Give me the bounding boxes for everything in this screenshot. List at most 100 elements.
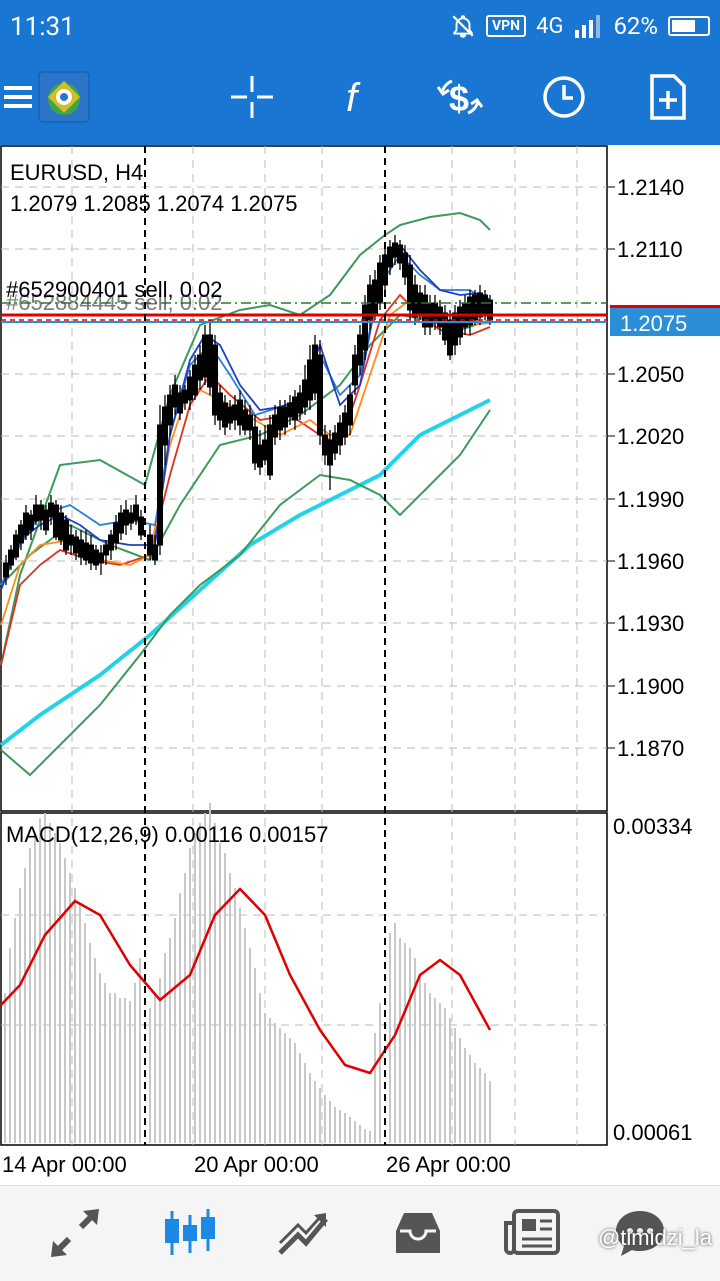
ohlc-values: 1.2079 1.2085 1.2074 1.2075 [10, 191, 298, 216]
chart-icon[interactable] [150, 1198, 230, 1268]
candle-body [128, 512, 134, 524]
time-label: 20 Apr 00:00 [194, 1152, 319, 1177]
candle-body [58, 512, 64, 541]
candle-body [18, 524, 24, 544]
candle-body [232, 404, 238, 421]
candle-body [317, 354, 323, 436]
status-bar: 11:31 VPN 4G 62% [0, 0, 720, 50]
quotes-icon[interactable] [35, 1198, 115, 1268]
candle-body [118, 512, 124, 534]
candle-body [182, 389, 188, 404]
candle-body [312, 344, 318, 394]
candle-body [192, 364, 198, 396]
price-tick: 1.1990 [617, 487, 684, 512]
candle-body [477, 292, 483, 318]
candle-body [397, 244, 403, 264]
candle-body [352, 354, 358, 386]
time-label: 26 Apr 00:00 [386, 1152, 511, 1177]
candle-body [177, 392, 183, 414]
macd-tick-max: 0.00334 [613, 814, 693, 839]
candle-body [337, 422, 343, 446]
candle-body [287, 402, 293, 418]
candle-body [187, 376, 193, 401]
order-label: #652900401 sell, 0.02 [6, 277, 223, 302]
network-label: 4G [536, 13, 564, 39]
price-tick: 1.1900 [617, 674, 684, 699]
candle-body [402, 252, 408, 278]
candle-body [38, 504, 44, 521]
candle-body [88, 544, 94, 564]
candle-body [307, 359, 313, 401]
candle-body [212, 344, 218, 416]
ma-slow-line [0, 398, 491, 747]
candle-body [247, 414, 253, 431]
new-order-icon[interactable] [636, 62, 700, 132]
watermark: @timidzi_la [597, 1225, 712, 1250]
candle-body [237, 399, 243, 426]
battery-icon [668, 16, 710, 36]
candle-body [327, 439, 333, 466]
candle-body [202, 334, 208, 378]
chart-area[interactable]: EURUSD, H4 1.2079 1.2085 1.2074 1.2075 #… [0, 145, 720, 1185]
candle-body [322, 434, 328, 456]
crosshair-icon[interactable] [220, 62, 284, 132]
bollinger-upper [0, 211, 491, 666]
candle-body [113, 522, 119, 544]
candle-body [267, 424, 273, 476]
candle-body [392, 242, 398, 258]
price-tick: 1.2110 [617, 237, 683, 262]
candle-body [197, 354, 203, 381]
candle-body [372, 279, 378, 314]
candle-body [3, 562, 9, 578]
candle-body [8, 549, 14, 566]
candle-body [252, 426, 258, 464]
candle-body [83, 542, 89, 561]
candle-body [28, 514, 34, 531]
period-icon[interactable] [532, 62, 596, 132]
candle-body [48, 502, 54, 518]
history-icon[interactable] [378, 1198, 458, 1268]
order-label-2: #652884445 sell, 0.02 [6, 290, 223, 315]
candle-body [157, 424, 163, 546]
current-price: 1.2075 [620, 311, 687, 336]
menu-icon[interactable] [0, 62, 46, 132]
candle-body [103, 544, 109, 556]
candle-body [342, 412, 348, 438]
candle-body [138, 516, 144, 536]
candle-body [277, 406, 283, 431]
candle-body [387, 246, 393, 268]
candle-body [377, 262, 383, 304]
macd-label: MACD(12,26,9) 0.00116 0.00157 [6, 822, 328, 847]
battery-percent: 62% [613, 12, 658, 40]
messages-icon[interactable] [600, 1198, 680, 1268]
symbol-title: EURUSD, H4 [10, 160, 143, 185]
candle-body [93, 549, 99, 566]
candle-body [217, 392, 223, 421]
macd-signal-line [0, 887, 492, 1075]
candle-body [437, 306, 443, 328]
candle-body [347, 394, 353, 426]
candle-body [257, 444, 263, 468]
candle-body [282, 406, 288, 428]
candle-body [152, 544, 158, 561]
candle-body [482, 294, 488, 316]
candle-body [357, 334, 363, 366]
candle-body [147, 534, 153, 556]
price-chart[interactable]: EURUSD, H4 1.2079 1.2085 1.2074 1.2075 #… [0, 145, 720, 1185]
price-tick: 1.1930 [617, 611, 684, 636]
candle-body [297, 392, 303, 414]
candle-body [53, 504, 59, 538]
symbol-icon[interactable]: $ [428, 62, 492, 132]
time-label: 14 Apr 00:00 [2, 1152, 127, 1177]
trade-icon[interactable] [264, 1198, 344, 1268]
macd-tick-min: 0.00061 [613, 1120, 693, 1145]
candle-body [167, 394, 173, 426]
candle-body [78, 539, 84, 558]
app-bar: 11:31 VPN 4G 62% f $ [0, 0, 720, 145]
news-icon[interactable] [492, 1198, 572, 1268]
indicators-icon[interactable]: f [324, 62, 388, 132]
candle-body [272, 414, 278, 438]
price-tick: 1.2140 [617, 175, 684, 200]
main-chart-frame [0, 145, 608, 812]
candle-body [172, 384, 178, 408]
